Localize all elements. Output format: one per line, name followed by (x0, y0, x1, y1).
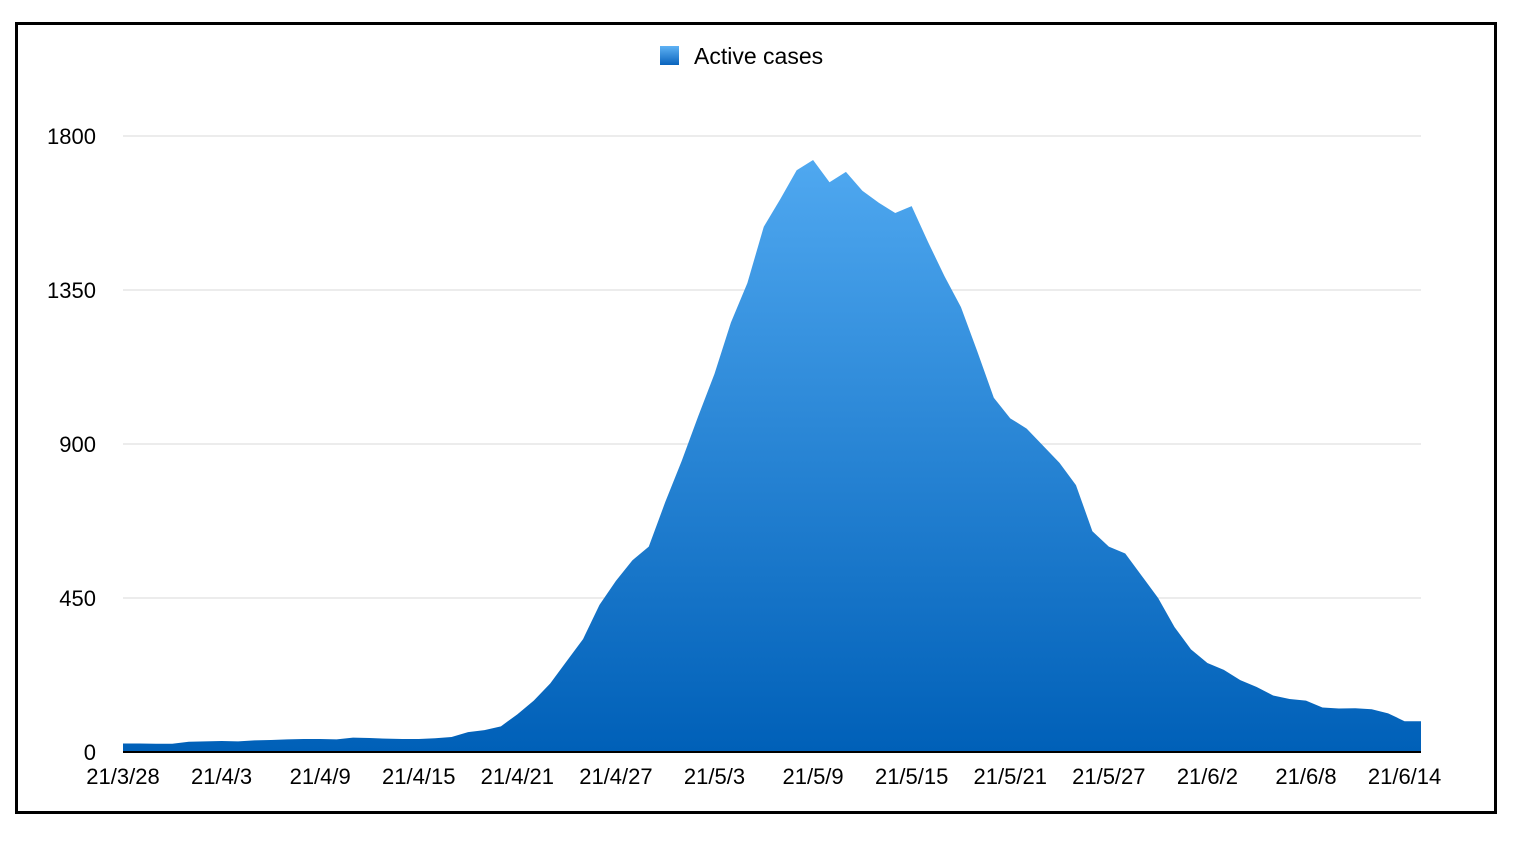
x-tick-label: 21/5/21 (974, 764, 1047, 789)
x-axis-ticks: 21/3/28 21/4/3 21/4/9 21/4/15 21/4/21 21/4/27… (86, 764, 1441, 789)
x-tick-label: 21/5/9 (782, 764, 843, 789)
y-tick-label: 900 (59, 432, 96, 457)
x-tick-label: 21/4/15 (382, 764, 455, 789)
x-tick-label: 21/6/8 (1275, 764, 1336, 789)
y-tick-label: 0 (84, 740, 96, 765)
x-tick-label: 21/6/14 (1368, 764, 1441, 789)
x-tick-label: 21/4/27 (579, 764, 652, 789)
x-tick-label: 21/4/9 (290, 764, 351, 789)
x-tick-label: 21/5/27 (1072, 764, 1145, 789)
y-tick-label: 1350 (47, 278, 96, 303)
x-tick-label: 21/5/15 (875, 764, 948, 789)
legend-label: Active cases (694, 43, 823, 69)
area-layer (123, 159, 1421, 752)
legend-swatch (660, 46, 679, 65)
x-tick-label: 21/4/21 (481, 764, 554, 789)
x-tick-label: 21/5/3 (684, 764, 745, 789)
y-axis-ticks: 0 450 900 1350 1800 (47, 124, 96, 765)
series-area-active-cases (123, 159, 1421, 752)
x-tick-label: 21/3/28 (86, 764, 159, 789)
y-tick-label: 450 (59, 586, 96, 611)
y-tick-label: 1800 (47, 124, 96, 149)
legend: Active cases (660, 43, 823, 69)
x-tick-label: 21/4/3 (191, 764, 252, 789)
x-tick-label: 21/6/2 (1177, 764, 1238, 789)
